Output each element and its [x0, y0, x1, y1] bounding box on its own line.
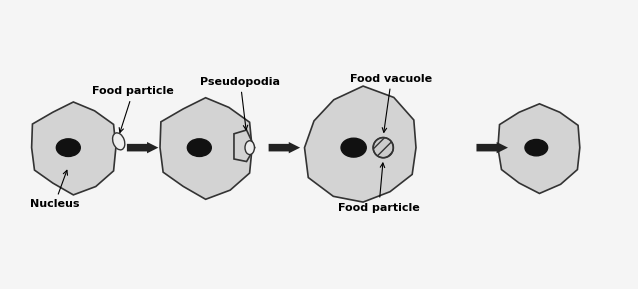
Ellipse shape	[373, 138, 393, 158]
Polygon shape	[269, 142, 300, 153]
Text: Food particle: Food particle	[93, 86, 174, 132]
Polygon shape	[160, 98, 252, 199]
Ellipse shape	[341, 138, 366, 157]
Ellipse shape	[56, 139, 80, 156]
Ellipse shape	[188, 139, 211, 156]
Polygon shape	[498, 104, 580, 193]
Ellipse shape	[112, 133, 125, 150]
Polygon shape	[234, 130, 255, 162]
Polygon shape	[477, 142, 508, 153]
Polygon shape	[127, 142, 158, 153]
Ellipse shape	[525, 140, 547, 156]
Text: Nucleus: Nucleus	[30, 170, 79, 210]
Text: Pseudopodia: Pseudopodia	[200, 77, 280, 130]
Text: Food vacuole: Food vacuole	[350, 73, 433, 132]
Ellipse shape	[245, 141, 255, 155]
Polygon shape	[32, 102, 116, 195]
Text: Food particle: Food particle	[338, 163, 420, 213]
Polygon shape	[304, 86, 416, 202]
